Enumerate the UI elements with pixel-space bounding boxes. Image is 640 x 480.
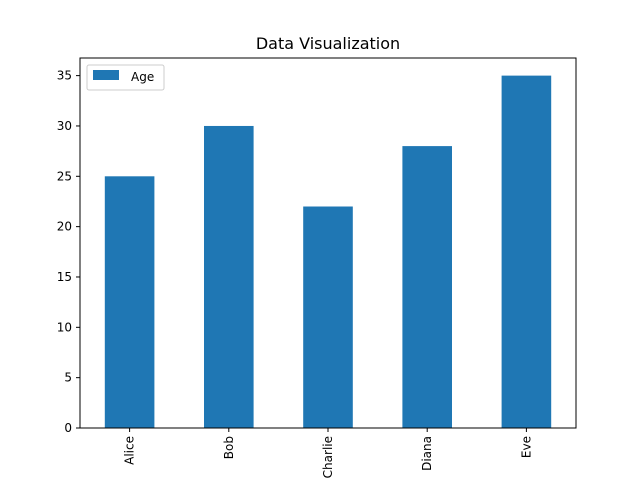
y-tick-label: 30 — [57, 119, 72, 133]
y-tick-label: 0 — [64, 421, 72, 435]
bar-bob — [204, 125, 254, 429]
legend-label-age: Age — [131, 70, 154, 84]
y-tick-label: 25 — [57, 169, 72, 183]
bar-alice — [104, 176, 155, 428]
bar-charlie — [303, 206, 353, 428]
x-axis: Alice Bob Charlie Diana Eve — [123, 428, 533, 478]
y-axis: 0 5 10 15 20 25 30 35 — [57, 69, 80, 435]
bar-eve — [501, 75, 552, 428]
x-tick-label-alice: Alice — [123, 436, 137, 465]
y-tick-label: 35 — [57, 69, 72, 83]
x-tick-label-eve: Eve — [519, 436, 533, 458]
x-tick-label-diana: Diana — [420, 436, 434, 471]
y-tick-label: 20 — [57, 220, 72, 234]
x-tick-label-bob: Bob — [222, 436, 236, 459]
bars-layer — [104, 75, 552, 429]
legend: Age — [86, 64, 165, 91]
y-tick-label: 10 — [57, 320, 72, 334]
y-tick-label: 5 — [64, 371, 72, 385]
chart-title: Data Visualization — [256, 34, 400, 53]
x-tick-label-charlie: Charlie — [321, 436, 335, 478]
y-tick-label: 15 — [57, 270, 72, 284]
bar-diana — [402, 146, 452, 428]
legend-swatch-age — [93, 70, 119, 80]
